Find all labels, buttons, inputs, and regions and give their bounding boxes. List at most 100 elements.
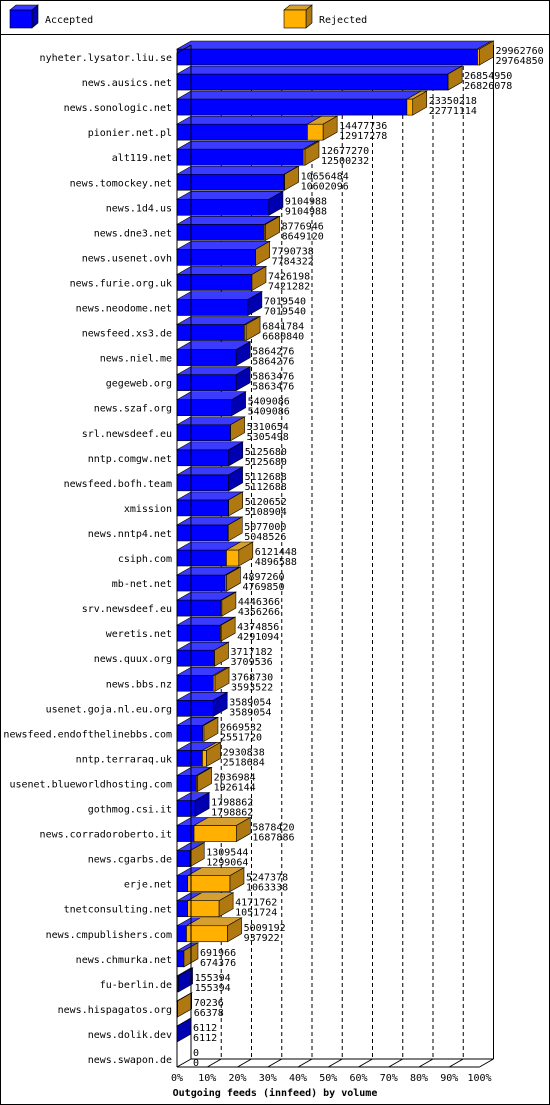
- rejected-bar: [186, 925, 228, 943]
- accepted-bar: [176, 599, 222, 617]
- rejected-bar-side: [189, 842, 205, 868]
- accepted-bar: [176, 123, 308, 141]
- floor-line: [328, 1058, 343, 1068]
- offered-value: 5077000: [244, 522, 286, 533]
- category-label: usenet.goja.nl.eu.org: [46, 704, 172, 715]
- category-label: newsfeed.xs3.de: [82, 329, 172, 340]
- category-label: srl.newsdeef.eu: [82, 429, 172, 440]
- offered-value: 5247378: [246, 873, 288, 884]
- accepted-value: 6112: [193, 1033, 217, 1044]
- accepted-bar-top: [175, 291, 263, 300]
- accepted-value: 10602096: [301, 181, 349, 192]
- offered-value: 5112688: [245, 472, 287, 483]
- category-label: gothmog.csi.it: [88, 805, 172, 816]
- accepted-value: 2518684: [223, 757, 265, 768]
- offered-value: 2036984: [214, 772, 256, 783]
- legend-rejected-swatch: [283, 9, 307, 29]
- category-label: news.cgarbs.de: [88, 855, 172, 866]
- rejected-bar-side: [412, 90, 428, 116]
- accepted-bar-side: [178, 967, 193, 993]
- category-label: usenet.blueworldhosting.com: [9, 779, 172, 790]
- offered-value: 26854950: [464, 71, 512, 82]
- accepted-bar: [176, 549, 227, 567]
- x-tick-label: 10%: [198, 1073, 216, 1084]
- category-label: news.quux.org: [94, 654, 172, 665]
- bar-row: news.swapon.de 00: [88, 1048, 199, 1069]
- accepted-value: 4896588: [255, 557, 297, 568]
- accepted-value: 5863476: [252, 382, 294, 393]
- rejected-bar-side: [203, 716, 219, 742]
- rejected-bar-side: [230, 416, 245, 442]
- offered-value: 4446366: [238, 597, 280, 608]
- rejected-bar: [406, 98, 414, 116]
- offered-value: 29962760: [496, 46, 544, 57]
- accepted-value: 1798862: [211, 808, 253, 819]
- offered-value: 5120652: [245, 497, 287, 508]
- accepted-value: 29764850: [496, 56, 544, 67]
- accepted-bar: [176, 950, 185, 968]
- rejected-bar-side: [227, 917, 242, 943]
- accepted-bar: [176, 474, 229, 492]
- category-label: news.ausics.net: [82, 78, 172, 89]
- offered-value: 8776946: [282, 221, 324, 232]
- accepted-value: 7784322: [272, 256, 314, 267]
- floor-line: [358, 1058, 373, 1068]
- legend-accepted-swatch: [9, 9, 33, 29]
- accepted-value: 5305498: [247, 432, 289, 443]
- x-tick-label: 90%: [440, 1073, 458, 1084]
- accepted-bar-side: [235, 341, 251, 367]
- category-label: nntp.comgw.net: [88, 454, 172, 465]
- category-label: news.chmurka.net: [76, 955, 172, 966]
- rejected-bar-side: [197, 766, 212, 792]
- category-label: news.furie.org.uk: [70, 278, 172, 289]
- accepted-value: 2551720: [220, 732, 262, 743]
- accepted-bar: [176, 725, 204, 742]
- accepted-value: 12500232: [321, 156, 369, 167]
- accepted-bar: [176, 424, 231, 442]
- accepted-value: 7421282: [268, 281, 310, 292]
- legend-rejected-label: Rejected: [319, 15, 367, 26]
- rejected-bar-side: [227, 516, 243, 542]
- x-tick-label: 70%: [380, 1073, 398, 1084]
- floor-line: [479, 1058, 494, 1068]
- category-label: news.bbs.nz: [106, 679, 172, 690]
- accepted-bar: [176, 850, 191, 867]
- offered-value: 1309544: [206, 848, 248, 859]
- category-label: news.dolik.dev: [88, 1030, 172, 1041]
- accepted-bar-top: [175, 216, 280, 225]
- floor-line: [267, 1058, 282, 1068]
- category-label: alt119.net: [112, 153, 172, 164]
- rejected-bar-side: [304, 140, 320, 166]
- accepted-bar: [176, 374, 237, 391]
- accepted-bar-side: [212, 691, 228, 717]
- x-tick-label: 50%: [319, 1073, 337, 1084]
- accepted-value: 26826078: [464, 81, 512, 92]
- accepted-bar: [176, 900, 188, 918]
- rejected-bar-side: [226, 566, 241, 592]
- offered-value: 70236: [194, 998, 224, 1009]
- category-label: gegeweb.org: [106, 379, 172, 390]
- category-label: pionier.net.pl: [88, 128, 172, 139]
- accepted-value: 4769850: [242, 582, 284, 593]
- accepted-value: 8649120: [282, 231, 324, 242]
- accepted-bar: [176, 674, 214, 692]
- accepted-bar-top: [175, 90, 423, 100]
- accepted-bar: [176, 750, 203, 767]
- offered-value: 3717182: [231, 647, 273, 658]
- category-label: news.niel.me: [100, 354, 172, 365]
- rejected-bar: [202, 750, 207, 767]
